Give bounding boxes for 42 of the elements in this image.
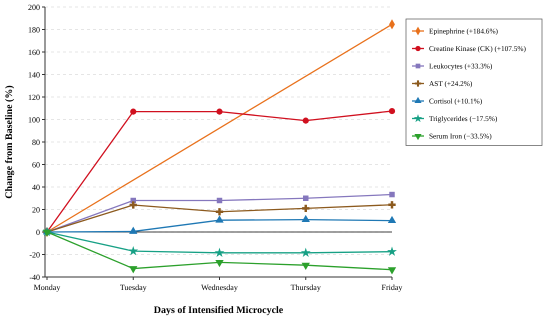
point: [388, 216, 396, 224]
y-axis-title: Change from Baseline (%): [4, 85, 15, 199]
y-tick-label: 80: [32, 138, 40, 147]
point: [129, 266, 138, 274]
point: [216, 108, 223, 115]
y-tick-label: -40: [29, 272, 40, 282]
point: [302, 214, 310, 222]
point: [302, 118, 309, 124]
x-tick-label: Monday: [34, 283, 60, 292]
point: [389, 192, 395, 198]
point: [129, 226, 138, 234]
y-tick-label: 100: [28, 115, 40, 124]
y-tick-label: 0: [36, 228, 40, 237]
y-tick-label: 20: [32, 205, 40, 214]
point: [215, 215, 224, 223]
point: [300, 248, 311, 257]
y-tick-label: 140: [28, 70, 40, 80]
y-tick-label: 40: [32, 182, 40, 192]
point: [214, 248, 224, 257]
x-tick-label: Wednesday: [201, 283, 238, 292]
point: [387, 246, 397, 256]
point: [130, 108, 136, 115]
point: [303, 196, 308, 201]
x-axis-title: Days of Intensified Microcycle: [154, 305, 284, 316]
y-tick-label: 120: [28, 92, 40, 102]
y-tick-label: 160: [28, 48, 40, 57]
point: [302, 262, 310, 270]
y-tick-label: -20: [29, 250, 40, 260]
x-tick-label: Thursday: [290, 283, 321, 292]
point: [302, 204, 310, 212]
y-tick-label: 180: [28, 25, 40, 34]
point: [128, 246, 138, 256]
point: [216, 208, 224, 216]
y-tick-label: 200: [28, 2, 40, 12]
point: [388, 267, 396, 274]
point: [130, 201, 137, 209]
y-tick-label: 60: [32, 160, 40, 170]
point: [388, 201, 396, 208]
x-tick-label: Tuesday: [120, 283, 147, 292]
point: [215, 260, 224, 268]
x-tick-label: Friday: [382, 283, 402, 292]
point: [388, 108, 396, 114]
